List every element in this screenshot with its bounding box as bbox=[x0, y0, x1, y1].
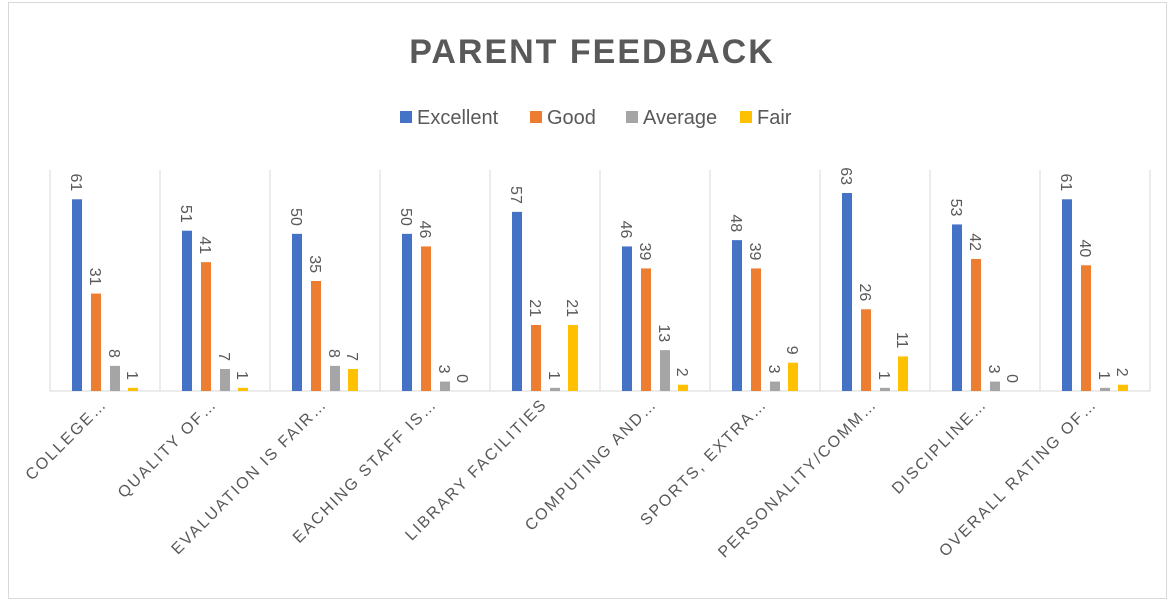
bar bbox=[678, 384, 688, 391]
data-label: 3 bbox=[435, 365, 452, 374]
bar bbox=[440, 381, 450, 391]
bar bbox=[550, 387, 560, 391]
data-label: 7 bbox=[343, 352, 360, 361]
bar bbox=[311, 281, 321, 391]
bar bbox=[880, 387, 890, 391]
bar bbox=[1118, 384, 1128, 391]
data-label: 1 bbox=[123, 371, 140, 380]
data-label: 57 bbox=[507, 186, 524, 204]
data-label: 39 bbox=[746, 243, 763, 261]
bar bbox=[751, 268, 761, 391]
bar bbox=[842, 193, 852, 391]
data-label: 46 bbox=[416, 221, 433, 239]
legend-label: Good bbox=[547, 107, 596, 129]
data-label: 26 bbox=[856, 283, 873, 301]
data-label: 61 bbox=[67, 173, 84, 191]
bar bbox=[348, 369, 358, 391]
data-label: 8 bbox=[105, 349, 122, 358]
data-label: 48 bbox=[727, 214, 744, 232]
legend-label: Fair bbox=[757, 107, 792, 129]
legend-swatch bbox=[626, 111, 638, 123]
data-label: 3 bbox=[985, 365, 1002, 374]
bar bbox=[770, 381, 780, 391]
data-label: 8 bbox=[325, 349, 342, 358]
data-label: 2 bbox=[673, 368, 690, 377]
bar bbox=[1081, 265, 1091, 391]
bar bbox=[1100, 387, 1110, 391]
bar bbox=[898, 356, 908, 391]
data-label: 1 bbox=[545, 371, 562, 380]
data-label: 40 bbox=[1076, 239, 1093, 257]
bar bbox=[732, 240, 742, 391]
data-label: 42 bbox=[966, 233, 983, 251]
data-label: 21 bbox=[526, 299, 543, 317]
data-label: 9 bbox=[783, 346, 800, 355]
bar bbox=[531, 325, 541, 391]
data-label: 50 bbox=[287, 208, 304, 226]
data-label: 21 bbox=[563, 299, 580, 317]
data-label: 7 bbox=[215, 352, 232, 361]
bar bbox=[402, 233, 412, 391]
data-label: 13 bbox=[655, 324, 672, 342]
data-label: 61 bbox=[1057, 173, 1074, 191]
bar bbox=[201, 262, 211, 391]
data-label: 53 bbox=[947, 199, 964, 217]
data-label: 2 bbox=[1113, 368, 1130, 377]
data-label: 1 bbox=[1095, 371, 1112, 380]
bar bbox=[330, 365, 340, 391]
data-label: 46 bbox=[617, 221, 634, 239]
bar bbox=[952, 224, 962, 391]
chart-title: PARENT FEEDBACK bbox=[409, 33, 775, 71]
legend-swatch bbox=[400, 111, 412, 123]
bar bbox=[110, 365, 120, 391]
bar bbox=[641, 268, 651, 391]
bar bbox=[990, 381, 1000, 391]
bar bbox=[660, 350, 670, 391]
data-label: 31 bbox=[86, 268, 103, 286]
data-label: 1 bbox=[233, 371, 250, 380]
bar bbox=[1062, 199, 1072, 391]
bar bbox=[72, 199, 82, 391]
bar bbox=[128, 387, 138, 391]
data-label: 11 bbox=[893, 332, 910, 349]
legend-label: Excellent bbox=[417, 107, 499, 129]
data-label: 50 bbox=[397, 208, 414, 226]
bar bbox=[622, 246, 632, 391]
bar bbox=[512, 211, 522, 391]
data-label: 39 bbox=[636, 243, 653, 261]
data-label: 35 bbox=[306, 255, 323, 273]
data-label: 3 bbox=[765, 365, 782, 374]
bar bbox=[91, 293, 101, 391]
data-label: 0 bbox=[1003, 374, 1020, 383]
bar bbox=[421, 246, 431, 391]
data-label: 41 bbox=[196, 236, 213, 254]
legend-swatch bbox=[740, 111, 752, 123]
bar bbox=[861, 309, 871, 391]
data-label: 0 bbox=[453, 374, 470, 383]
bar bbox=[971, 259, 981, 391]
legend-swatch bbox=[530, 111, 542, 123]
data-label: 1 bbox=[875, 371, 892, 380]
legend-label: Average bbox=[643, 107, 717, 129]
data-label: 51 bbox=[177, 205, 194, 223]
bar bbox=[238, 387, 248, 391]
bar bbox=[568, 325, 578, 391]
bar bbox=[292, 233, 302, 391]
bar bbox=[182, 230, 192, 391]
bar bbox=[220, 369, 230, 391]
bar bbox=[788, 362, 798, 391]
data-label: 63 bbox=[837, 167, 854, 185]
